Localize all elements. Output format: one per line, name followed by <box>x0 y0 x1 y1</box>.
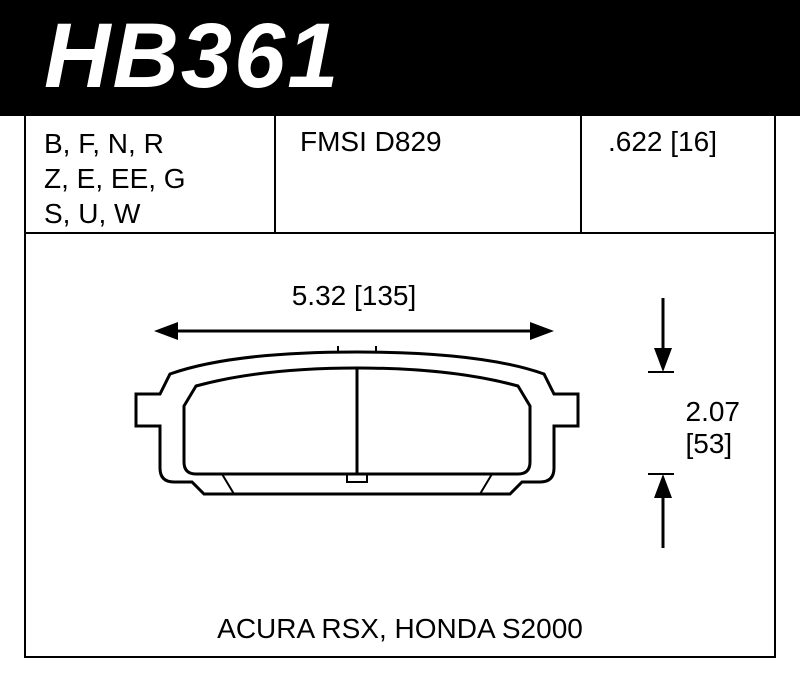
column-divider <box>580 116 582 234</box>
height-label: 2.07 [53] <box>686 396 741 460</box>
pad-diagram: 5.32 [135] 2.07 [53] <box>26 236 774 596</box>
height-mm: [53] <box>686 428 741 460</box>
compounds-line: S, U, W <box>44 196 186 231</box>
compound-codes: B, F, N, R Z, E, EE, G S, U, W <box>44 126 186 231</box>
height-dimension: 2.07 [53] <box>648 298 768 548</box>
compounds-line: B, F, N, R <box>44 126 186 161</box>
width-arrow-icon <box>154 316 554 346</box>
vehicle-applications: ACURA RSX, HONDA S2000 <box>0 613 800 645</box>
thickness-value: .622 [16] <box>608 126 717 158</box>
header-bar: HB361 <box>0 0 800 116</box>
compounds-line: Z, E, EE, G <box>44 161 186 196</box>
info-row: B, F, N, R Z, E, EE, G S, U, W FMSI D829… <box>26 116 774 234</box>
width-dimension: 5.32 [135] <box>154 280 554 340</box>
brake-pad-icon <box>122 346 592 526</box>
fmsi-code: FMSI D829 <box>300 126 442 158</box>
column-divider <box>274 116 276 234</box>
height-inches: 2.07 <box>686 396 741 428</box>
part-number: HB361 <box>44 4 340 109</box>
width-label: 5.32 [135] <box>154 280 554 312</box>
height-arrow-icon <box>648 298 678 548</box>
